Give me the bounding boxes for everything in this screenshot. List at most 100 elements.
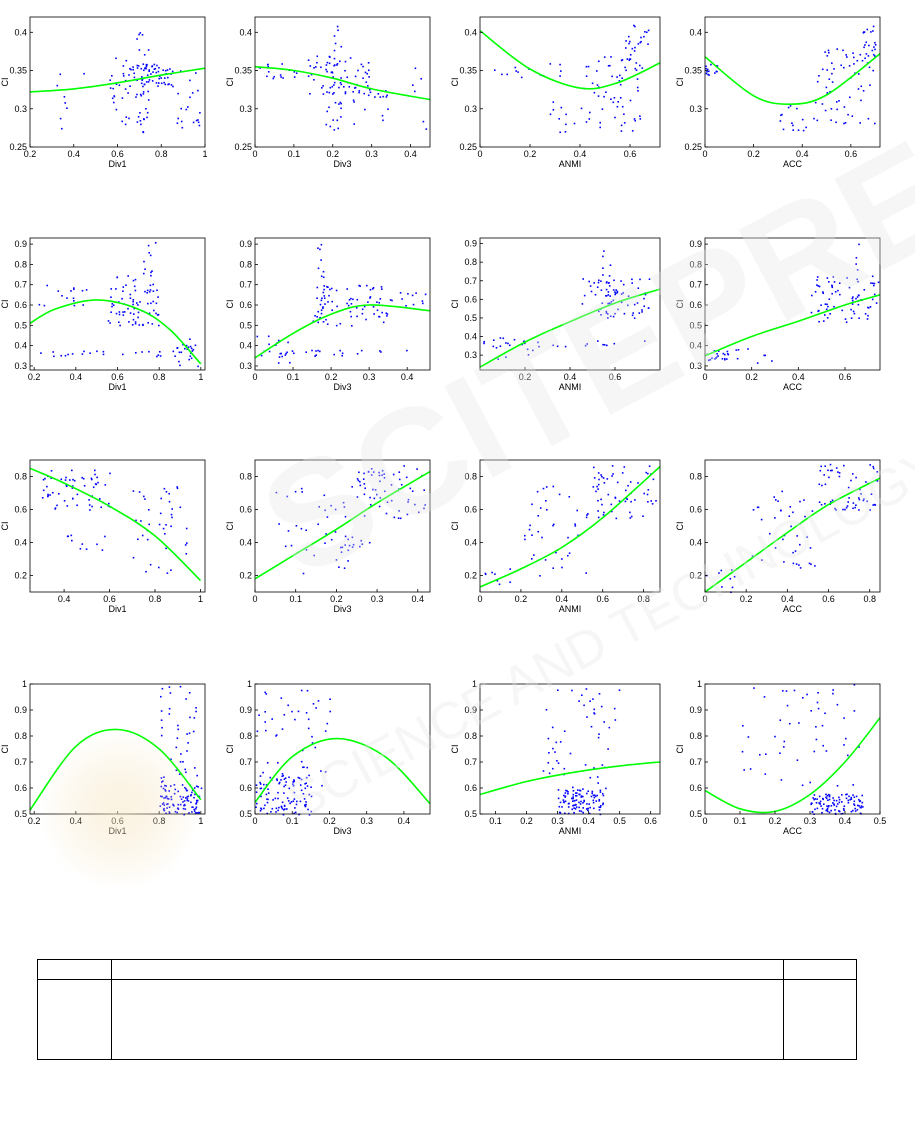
scatter-point [557,762,560,764]
scatter-point [320,66,322,69]
scatter-point [320,312,323,315]
scatter-point [162,69,164,71]
scatter-point [613,707,616,710]
scatter-point [614,116,616,119]
scatter-point [850,798,853,800]
scatter-point [145,81,148,83]
scatter-point [148,312,151,315]
scatter-point [159,355,162,357]
scatter-point [124,88,127,90]
y-tick-label: 0.7 [239,280,252,290]
scatter-point [843,805,846,807]
scatter-point [835,121,837,124]
scatter-point [567,791,569,793]
scatter-point [826,807,829,810]
scatter-points [275,465,426,575]
scatter-point [597,472,600,474]
scatter-point [144,498,146,500]
scatter-point [779,752,781,754]
scatter-point [49,494,51,496]
y-tick-label: 0.35 [459,66,477,76]
scatter-point [549,63,552,65]
scatter-point [817,707,820,710]
scatter-point [632,312,634,314]
scatter-point [813,798,815,801]
scatter-point [157,296,159,298]
scatter-point [521,343,524,346]
scatter-point [332,119,334,121]
scatter-point [852,296,854,298]
scatter-point [162,527,165,530]
scatter-point [827,793,830,796]
scatter-point [870,282,872,284]
scatter-point [288,787,291,790]
scatter-point [336,64,338,66]
scatter-point [836,108,838,111]
scatter-point [320,770,322,772]
scatter-point [602,267,604,269]
scatter-point [605,312,608,314]
scatter-point [783,746,785,748]
scatter-point [122,314,125,316]
scatter-point [852,473,854,475]
scatter-point [319,316,321,319]
scatter-point [116,276,118,279]
scatter-point [629,54,632,56]
scatter-point [608,302,611,304]
scatter-point [140,82,143,85]
scatter-point [863,46,865,49]
scatter-point [536,490,539,493]
scatter-point [160,497,162,500]
scatter-point [314,315,316,317]
scatter-point [342,501,345,504]
scatter-point [335,289,338,292]
scatter-point [811,510,814,512]
scatter-point [603,56,606,58]
scatter-point [347,538,349,541]
scatter-point [315,350,317,352]
axes-frame [254,16,431,148]
scatter-point [851,297,854,300]
scatter-point [650,500,652,502]
scatter-point [266,75,268,78]
scatter-point [855,263,857,265]
scatter-point [195,72,197,74]
y-tick-label: 1 [697,679,702,689]
scatter-point [398,510,400,512]
y-tick-label: 0.4 [239,341,252,351]
scatter-point [588,280,590,283]
scatter-point [578,810,581,812]
scatter-point [551,726,554,729]
scatter-point [348,86,351,88]
scatter-point [334,101,337,104]
scatter-point [146,111,149,114]
scatter-point [799,543,801,546]
scatter-point [825,793,827,796]
scatter-point [842,508,844,511]
scatter-point [283,714,286,716]
scatter-point [523,340,526,343]
scatter-point [155,71,158,74]
scatter-point [56,84,59,87]
scatter-point [326,285,328,288]
scatter-point [363,515,366,517]
scatter-point [319,303,322,306]
scatter-point [751,555,754,557]
scatter-point [836,101,838,103]
scatter-point [499,345,502,347]
scatter-point [575,795,578,797]
scatter-point [844,122,847,124]
scatter-point [623,312,626,315]
scatter-point [526,348,529,351]
scatter-point [552,747,554,750]
scatter-point [149,284,152,287]
scatter-point [580,800,582,803]
scatter-point [633,24,635,27]
scatter-point [605,91,607,93]
scatter-point [610,98,612,100]
y-axis-label: CI [225,78,235,87]
scatter-point [137,538,139,541]
scatter-point [122,72,125,75]
